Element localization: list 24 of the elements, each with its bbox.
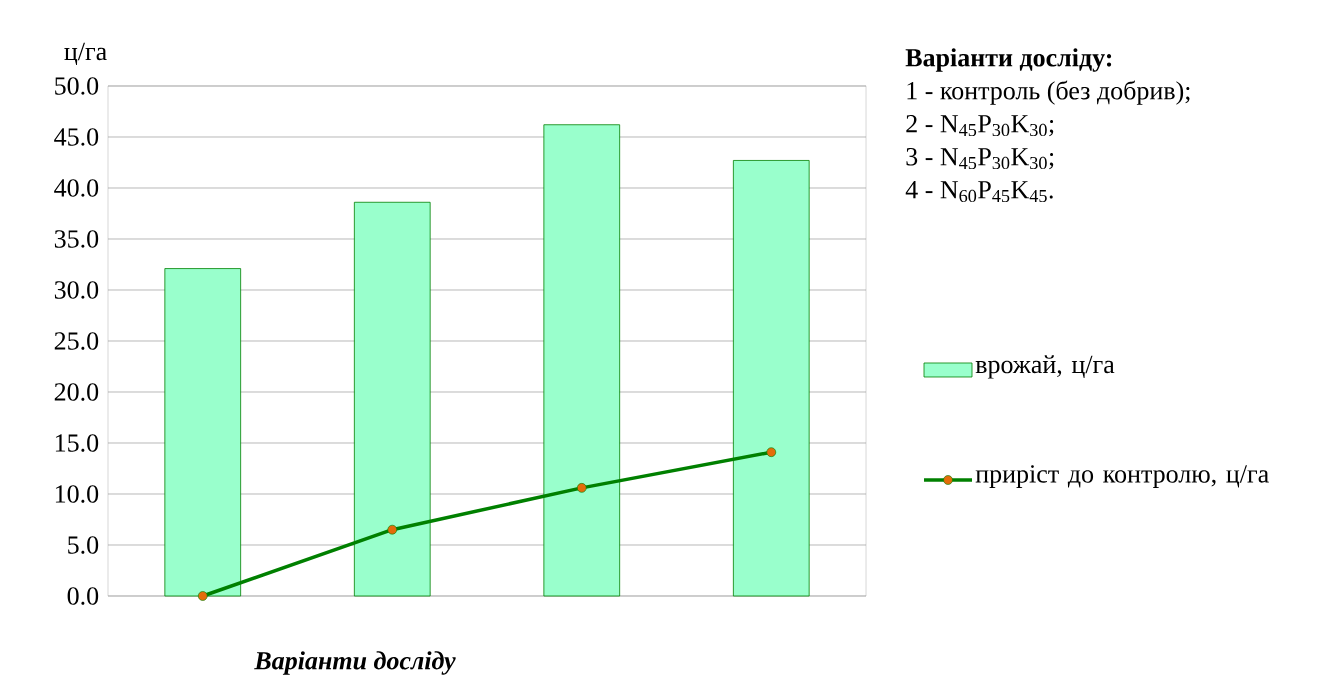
legend-label: приріст до контролю, ц/га	[975, 465, 1269, 488]
y-tick-label: 15.0	[55, 434, 99, 452]
y-tick-label: 40.0	[54, 179, 99, 197]
x-axis-title: Варіанти досліду	[254, 651, 456, 675]
y-tick-label: 5.0	[68, 536, 99, 554]
point	[387, 524, 398, 535]
y-tick-label: 0.0	[67, 587, 99, 605]
y-tick-label: 35.0	[54, 230, 99, 248]
y-axis-title: ц/га	[64, 42, 107, 66]
text: Варіанти досліду:	[905, 48, 1112, 72]
y-tick-label: 20.0	[54, 383, 99, 401]
y-tick-label: 50.0	[55, 77, 99, 95]
point	[576, 483, 587, 493]
y-tick-label: 25.0	[54, 332, 99, 350]
legend-label: врожай, ц/га	[975, 355, 1115, 379]
point	[766, 447, 777, 457]
text: 3 - N$_{45}$P$_{30}$K$_{30}$;	[906, 148, 1054, 170]
point	[197, 591, 208, 601]
text: 2 - N$_{45}$P$_{30}$K$_{30}$;	[906, 115, 1054, 137]
text: 4 - N$_{60}$P$_{45}$K$_{45}$.	[905, 181, 1053, 203]
y-tick-label: 45.0	[54, 128, 99, 146]
y-tick-label: 30.0	[54, 281, 99, 299]
y-tick-label: 10.0	[55, 485, 99, 503]
text: 1 - контроль (без добрив);	[907, 80, 1190, 105]
